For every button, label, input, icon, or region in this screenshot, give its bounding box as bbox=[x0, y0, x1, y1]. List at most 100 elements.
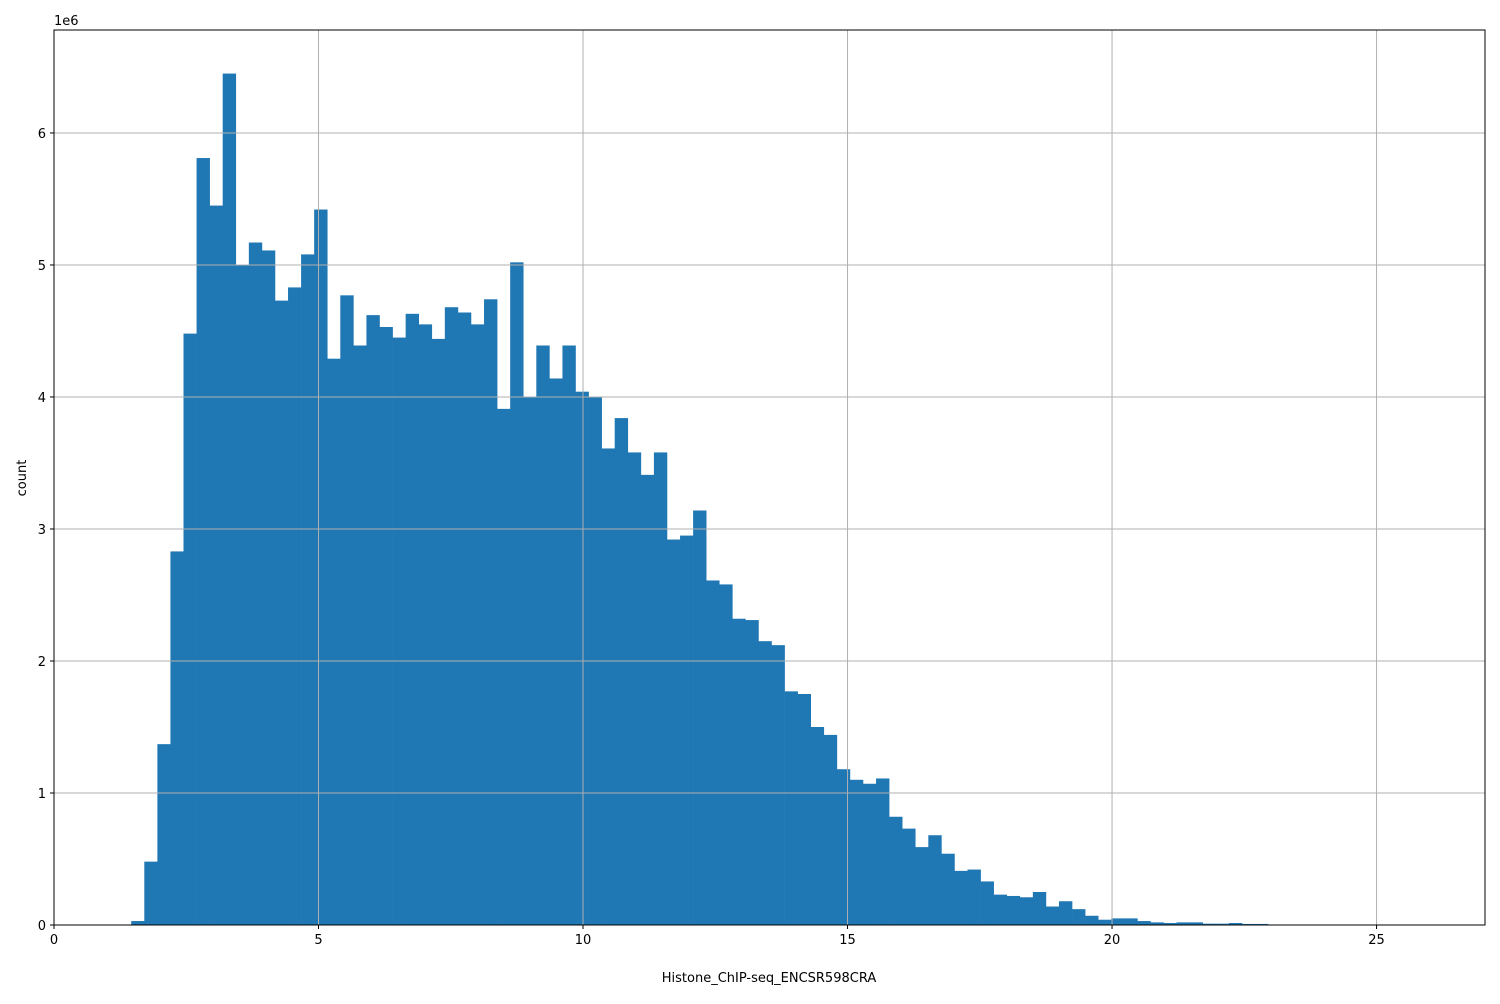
x-tick-label: 0 bbox=[50, 933, 58, 948]
histogram-bar bbox=[418, 324, 433, 925]
histogram-bar bbox=[732, 618, 746, 925]
histogram-bar bbox=[784, 691, 798, 925]
histogram-bar bbox=[562, 345, 576, 925]
histogram-bar bbox=[993, 894, 1008, 925]
histogram-bar bbox=[823, 734, 838, 925]
histogram-bar bbox=[810, 726, 825, 925]
histogram-bar bbox=[549, 378, 563, 925]
histogram-bar bbox=[1032, 891, 1047, 925]
histogram-bar bbox=[261, 250, 276, 926]
histogram-bar bbox=[144, 861, 158, 925]
histogram-bar bbox=[954, 870, 968, 925]
histogram-bar bbox=[836, 769, 851, 925]
histogram-bar bbox=[849, 779, 864, 925]
histogram-bar bbox=[980, 881, 994, 925]
histogram-bar bbox=[327, 358, 341, 925]
histogram-bar bbox=[470, 324, 485, 925]
histogram-bar bbox=[536, 345, 550, 925]
histogram-bar bbox=[1150, 922, 1164, 925]
histogram-bar bbox=[666, 539, 681, 925]
histogram-bar bbox=[1241, 923, 1256, 925]
histogram-bar bbox=[706, 580, 720, 925]
plot-frame bbox=[53, 29, 1486, 926]
histogram-bar bbox=[1006, 895, 1021, 925]
histogram-bar bbox=[366, 315, 380, 925]
histogram-bar bbox=[1019, 897, 1034, 925]
histogram-bar bbox=[183, 333, 197, 926]
y-axis-label: count bbox=[15, 460, 30, 497]
histogram-bar bbox=[431, 338, 446, 925]
x-tick-label: 25 bbox=[1368, 933, 1385, 948]
histogram-bar bbox=[640, 474, 655, 925]
histogram-bar bbox=[157, 744, 171, 925]
y-offset-label: 1e6 bbox=[54, 14, 79, 29]
x-axis-label: Histone_ChIP-seq_ENCSR598CRA bbox=[662, 971, 877, 986]
histogram-bar bbox=[248, 242, 263, 926]
histogram-bar bbox=[301, 254, 315, 925]
histogram-bar bbox=[484, 299, 498, 926]
histogram-bar bbox=[444, 307, 459, 925]
histogram-bar bbox=[340, 295, 354, 925]
histogram-bar bbox=[1111, 918, 1125, 925]
histogram-bar bbox=[1058, 901, 1073, 925]
y-tick-label: 2 bbox=[38, 655, 46, 670]
histogram-bar bbox=[1072, 909, 1086, 925]
histogram-bar bbox=[941, 853, 955, 925]
histogram-bar bbox=[1254, 923, 1269, 925]
histogram-bar bbox=[1189, 922, 1204, 925]
histogram-bar bbox=[693, 510, 707, 925]
histogram-bar bbox=[627, 452, 642, 925]
histogram-bar bbox=[1045, 906, 1060, 925]
histogram-bar bbox=[1137, 921, 1151, 925]
histogram-bar bbox=[601, 448, 616, 925]
y-tick-label: 4 bbox=[38, 391, 46, 406]
bars-group bbox=[131, 73, 1269, 926]
histogram-bar bbox=[170, 551, 184, 925]
histogram-bar bbox=[353, 345, 367, 925]
y-tick-label: 5 bbox=[38, 259, 46, 274]
histogram-bar bbox=[862, 783, 877, 925]
x-tick-label: 5 bbox=[314, 933, 322, 948]
histogram-bar bbox=[653, 452, 668, 925]
histogram-bar bbox=[575, 391, 589, 925]
histogram-bar bbox=[719, 584, 733, 925]
histogram-bar bbox=[497, 408, 511, 925]
histogram-bar bbox=[196, 158, 210, 925]
histogram-bar bbox=[1163, 923, 1177, 925]
histogram-bar bbox=[1176, 922, 1190, 925]
histogram-bar bbox=[771, 645, 785, 925]
x-tick-label: 10 bbox=[575, 933, 592, 948]
histogram-bar bbox=[405, 313, 420, 925]
histogram-bar bbox=[222, 73, 237, 925]
histogram-bar bbox=[379, 327, 393, 925]
histogram-bar bbox=[915, 847, 929, 925]
histogram-bar bbox=[967, 869, 981, 925]
histogram-bar bbox=[235, 264, 250, 926]
histogram-bar bbox=[1085, 915, 1099, 925]
histogram-bar bbox=[131, 921, 145, 925]
histogram-bar bbox=[876, 778, 890, 925]
histogram-bar bbox=[614, 418, 629, 925]
histogram-bar bbox=[274, 300, 289, 926]
y-tick-label: 3 bbox=[38, 523, 46, 538]
histogram-bar bbox=[745, 620, 759, 925]
histogram-bar bbox=[680, 535, 694, 925]
histogram-bar bbox=[288, 287, 302, 925]
histogram-bar bbox=[797, 693, 812, 925]
x-tick-label: 15 bbox=[839, 933, 856, 948]
ticks-group: 0 5 10 15 20 25 0 1 2 3 4 5 6 bbox=[38, 127, 1385, 948]
histogram-bar bbox=[1098, 919, 1112, 925]
histogram-bar bbox=[510, 262, 524, 925]
histogram-bar bbox=[1202, 923, 1217, 925]
histogram-bar bbox=[392, 337, 406, 926]
histogram-bar bbox=[209, 205, 224, 925]
histogram-bar bbox=[1215, 923, 1230, 925]
grid-group bbox=[53, 30, 1485, 926]
histogram-bar bbox=[1124, 918, 1138, 925]
y-tick-label: 6 bbox=[38, 127, 46, 142]
y-tick-label: 0 bbox=[38, 919, 46, 934]
histogram-bar bbox=[758, 641, 772, 925]
histogram-bar bbox=[889, 816, 903, 925]
histogram-bar bbox=[314, 209, 328, 926]
